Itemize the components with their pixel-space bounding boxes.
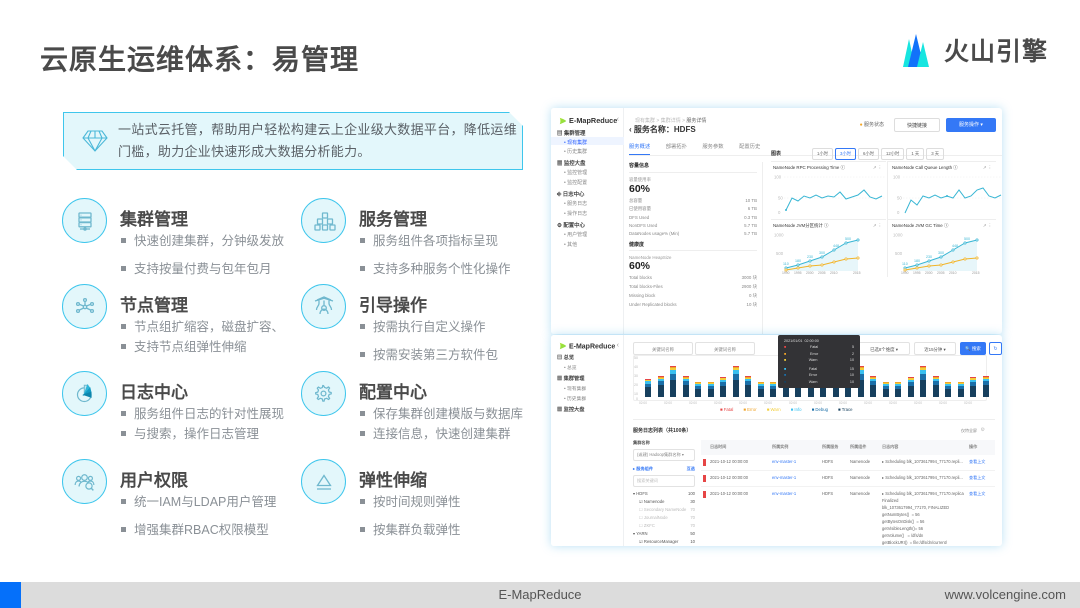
svg-text:2010: 2010 <box>830 271 838 274</box>
svg-text:180: 180 <box>914 259 920 263</box>
svg-text:0: 0 <box>897 210 900 215</box>
svg-text:300: 300 <box>819 251 825 255</box>
svg-text:2015: 2015 <box>853 271 861 274</box>
svg-text:448: 448 <box>833 244 839 248</box>
svg-text:2000: 2000 <box>806 271 814 274</box>
svg-text:50: 50 <box>897 196 902 201</box>
svg-text:110: 110 <box>783 262 789 266</box>
svg-text:500: 500 <box>895 251 903 256</box>
svg-text:1000: 1000 <box>893 233 903 238</box>
svg-text:1995: 1995 <box>913 271 921 274</box>
svg-text:448: 448 <box>952 244 958 248</box>
svg-text:1995: 1995 <box>794 271 802 274</box>
svg-text:230: 230 <box>807 255 813 259</box>
svg-text:2005: 2005 <box>937 271 945 274</box>
svg-text:0: 0 <box>778 210 781 215</box>
svg-text:300: 300 <box>938 251 944 255</box>
svg-text:2010: 2010 <box>949 271 957 274</box>
svg-text:1000: 1000 <box>774 233 784 238</box>
svg-text:500: 500 <box>776 251 784 256</box>
svg-text:2005: 2005 <box>818 271 826 274</box>
svg-text:500: 500 <box>845 237 851 241</box>
svg-text:230: 230 <box>926 255 932 259</box>
svg-text:50: 50 <box>778 196 783 201</box>
svg-text:100: 100 <box>774 175 782 180</box>
svg-text:2015: 2015 <box>972 271 980 274</box>
svg-text:1990: 1990 <box>901 271 909 274</box>
svg-text:100: 100 <box>893 175 901 180</box>
svg-text:500: 500 <box>964 237 970 241</box>
svg-text:1990: 1990 <box>782 271 790 274</box>
svg-text:180: 180 <box>795 259 801 263</box>
svg-text:110: 110 <box>902 262 908 266</box>
svg-text:2000: 2000 <box>925 271 933 274</box>
